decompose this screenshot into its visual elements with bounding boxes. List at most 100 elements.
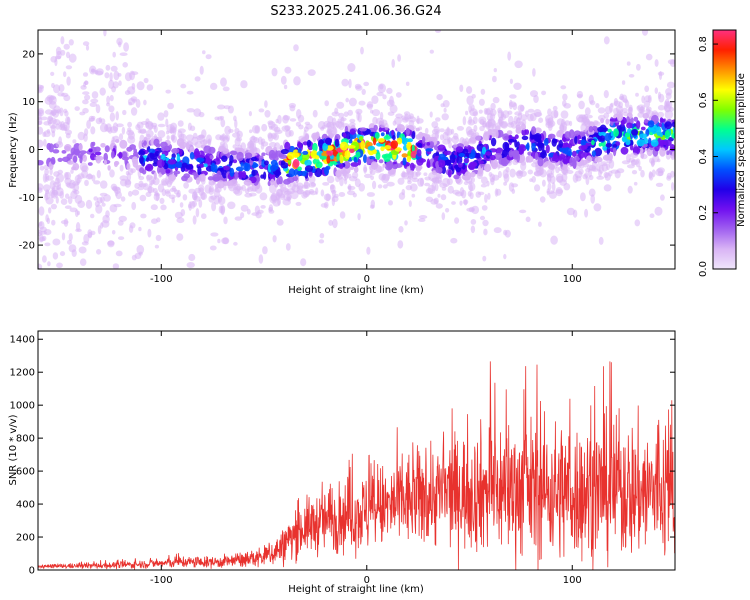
spectrogram-cell <box>458 153 465 157</box>
spectrogram-cell <box>50 156 56 165</box>
spectrogram-cell <box>138 150 146 156</box>
spectrogram-cell <box>453 132 459 140</box>
spectrogram-cell <box>44 96 53 105</box>
spectrogram-cell <box>65 193 70 199</box>
spectrogram-cell <box>593 203 602 212</box>
spectrogram-cell <box>53 105 61 114</box>
spectrogram-cell <box>484 193 488 203</box>
spectrogram-cell <box>56 50 62 60</box>
spectrogram-cell <box>278 154 288 160</box>
spectrogram-cell <box>258 108 265 113</box>
spectrogram-cell <box>354 178 361 188</box>
spectrogram-cell <box>324 100 330 107</box>
spectrogram-cell <box>211 201 217 212</box>
spectrogram-cell <box>466 95 474 106</box>
spectrogram-cell <box>273 133 279 141</box>
spectrogram-cell <box>147 185 153 194</box>
spectrogram-cell <box>579 161 585 169</box>
spectrogram-cell <box>373 124 378 132</box>
spectrogram-cell <box>452 189 460 195</box>
spectrogram-cell <box>60 92 69 97</box>
spectrogram-cell <box>353 166 359 173</box>
spectrogram-cell <box>509 168 516 178</box>
spectrogram-cell <box>118 236 125 241</box>
spectrogram-cell <box>312 109 318 118</box>
spectrogram-cell <box>363 154 367 164</box>
spectrogram-cell <box>267 163 272 173</box>
spectrogram-cell <box>302 150 309 155</box>
spectrogram-cell <box>79 258 87 267</box>
spectrogram-cell <box>349 128 356 135</box>
spectrogram-cell <box>638 165 642 172</box>
spectrogram-cell <box>666 175 672 181</box>
spectrogram-cell <box>39 165 45 171</box>
spectrogram-cell <box>39 221 43 227</box>
spectrogram-cell <box>161 167 165 175</box>
spectrogram-cell <box>50 71 55 76</box>
spectrogram-cell <box>494 188 499 197</box>
spectrogram-cell <box>79 111 86 116</box>
spectrogram-cell <box>527 151 533 156</box>
spectrogram-cell <box>62 71 67 78</box>
spectrogram-cell <box>219 134 226 142</box>
spectrogram-cell <box>331 111 340 117</box>
spectrogram-cell <box>514 60 523 69</box>
spectrogram-cell <box>274 162 279 170</box>
spectrogram-cell <box>109 72 113 82</box>
spectrogram-cell <box>439 134 444 141</box>
spectrogram-cell <box>634 219 641 227</box>
spectrogram-cell <box>562 164 568 170</box>
spectrogram-cell <box>580 123 588 133</box>
spectrogram-cell <box>119 139 128 149</box>
spectrogram-cell <box>57 169 63 175</box>
spectrogram-cell <box>236 183 241 192</box>
spectrogram-cell <box>183 182 190 189</box>
spectrogram-cell <box>359 127 367 132</box>
spectrogram-cell <box>104 145 110 153</box>
spectrogram-cell <box>406 155 411 163</box>
spectrogram-cell <box>444 128 453 136</box>
spectrogram-cell <box>264 100 268 108</box>
spectrogram-cell <box>247 181 251 191</box>
spectrogram-cell <box>82 154 87 162</box>
spectrogram-cell <box>525 144 530 150</box>
spectrogram-cell <box>459 200 463 206</box>
spectrogram-cell <box>363 81 370 87</box>
spectrogram-cell <box>531 134 539 140</box>
spectrogram-cell <box>648 171 653 179</box>
spectrogram-cell <box>216 170 222 180</box>
spectrogram-cell <box>106 95 110 105</box>
spectrogram-cell <box>349 118 356 123</box>
spectrogram-cell <box>296 189 305 195</box>
spectrogram-cell <box>243 162 249 172</box>
spectrogram-cell <box>563 147 572 155</box>
spectrogram-cell <box>627 185 633 194</box>
spectrogram-cell <box>580 145 588 150</box>
spectrogram-cell <box>323 120 332 127</box>
spectrogram-cell <box>339 176 344 187</box>
spectrogram-cell <box>357 159 362 166</box>
spectrogram-cell <box>615 105 624 114</box>
spectrogram-cell <box>356 111 360 121</box>
spectrogram-cell <box>371 95 379 104</box>
spectrogram-cell <box>200 191 206 200</box>
spectrogram-cell <box>53 84 61 94</box>
spectrogram-cell <box>372 116 378 125</box>
spectrogram-cell <box>155 192 160 202</box>
spectrogram-cell <box>349 166 355 170</box>
spectrogram-cell <box>110 183 118 191</box>
spectrogram-cell <box>234 127 240 134</box>
spectrogram-cell <box>591 160 598 169</box>
spectrogram-cell <box>671 121 675 128</box>
spectrogram-cell <box>647 120 655 128</box>
spectrogram-cell <box>405 81 410 87</box>
spectrogram-cell <box>608 159 615 169</box>
spectrogram-cell <box>165 130 170 135</box>
spectrogram-cell <box>534 184 541 192</box>
spectrogram-cell <box>55 123 60 130</box>
spectrogram-cell <box>56 262 63 269</box>
spectrogram-cell <box>459 187 465 197</box>
spectrogram-cell <box>131 201 137 211</box>
spectrogram-cell <box>154 150 160 157</box>
